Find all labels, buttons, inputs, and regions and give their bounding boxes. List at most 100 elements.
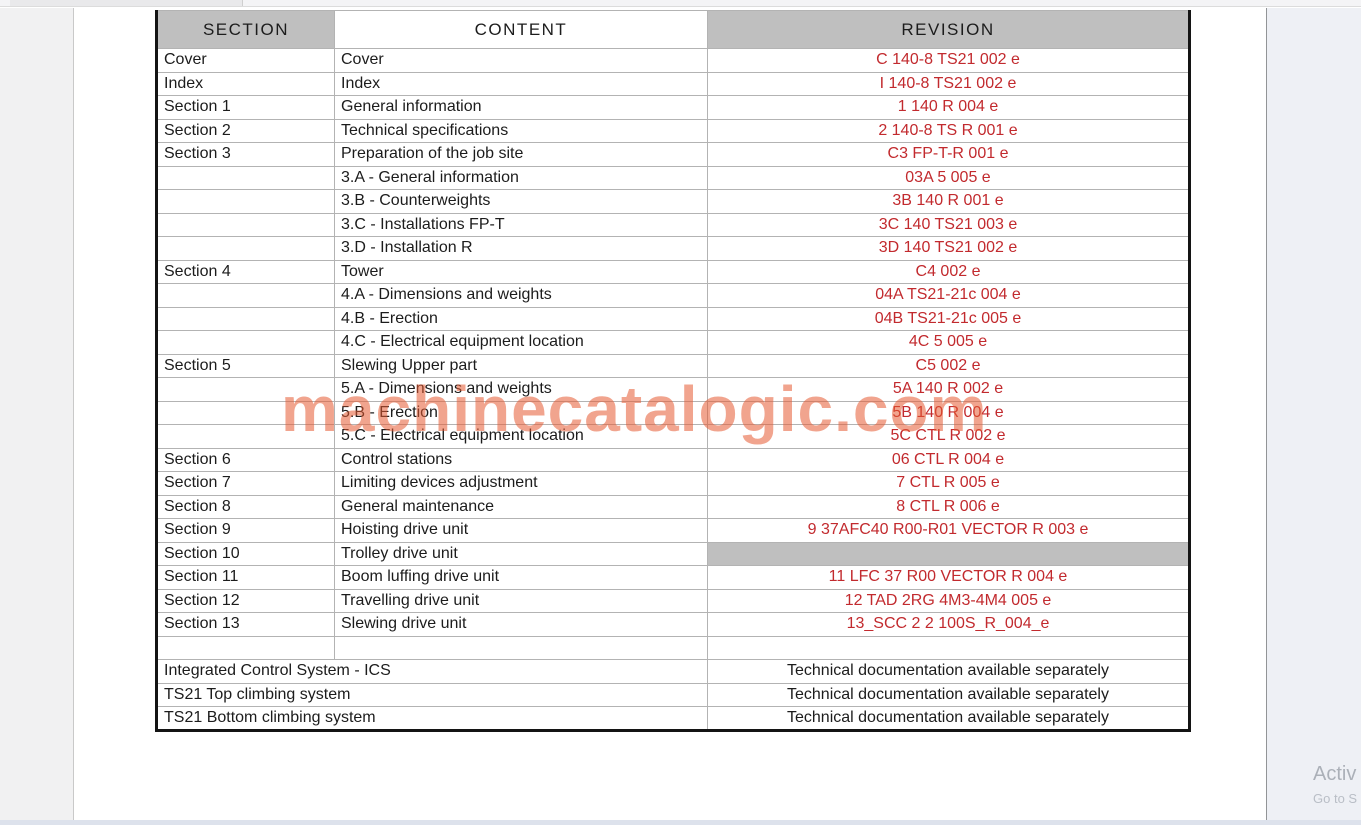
revision-cell: C4 002 e xyxy=(707,259,1190,284)
content-cell: 3.B - Counterweights xyxy=(334,189,708,214)
section-cell: Section 6 xyxy=(156,447,335,472)
revision-cell: Technical documentation available separa… xyxy=(707,706,1190,731)
revision-cell: 04B TS21-21c 005 e xyxy=(707,306,1190,331)
activation-line1: Activ xyxy=(1313,763,1357,785)
section-cell: Index xyxy=(156,71,335,96)
table-row: Section 4 Tower C4 002 e xyxy=(156,259,1190,284)
span-label-cell: Integrated Control System - ICS xyxy=(156,659,708,684)
span-label-cell: TS21 Top climbing system xyxy=(156,682,708,707)
table-row: Section 8 General maintenance 8 CTL R 006 … xyxy=(156,494,1190,519)
table-row xyxy=(156,635,1190,660)
revision-cell xyxy=(707,635,1190,660)
viewer-top-strip xyxy=(0,0,1361,7)
section-cell: Section 13 xyxy=(156,612,335,637)
table-row: Integrated Control System - ICS Technical… xyxy=(156,659,1190,684)
revision-cell: 7 CTL R 005 e xyxy=(707,471,1190,496)
section-cell xyxy=(156,306,335,331)
table-row: Section 13 Slewing drive unit 13_SCC 2 2 1… xyxy=(156,612,1190,637)
revision-cell: 5A 140 R 002 e xyxy=(707,377,1190,402)
table-row: 5.B - Erection 5B 140 R 004 e xyxy=(156,400,1190,425)
table-row: Section 12 Travelling drive unit 12 TAD 2R… xyxy=(156,588,1190,613)
index-table: SECTION CONTENT REVISION Cover Cover C 140… xyxy=(155,10,1191,732)
table-row: 4.A - Dimensions and weights 04A TS21-21c… xyxy=(156,283,1190,308)
section-cell xyxy=(156,236,335,261)
table-row: Section 10 Trolley drive unit xyxy=(156,541,1190,566)
section-cell xyxy=(156,212,335,237)
table-row: 3.B - Counterweights 3B 140 R 001 e xyxy=(156,189,1190,214)
section-cell xyxy=(156,400,335,425)
section-cell: Section 9 xyxy=(156,518,335,543)
table-row: Section 1 General information 1 140 R 004 … xyxy=(156,95,1190,120)
table-row: Section 7 Limiting devices adjustment 7 CT… xyxy=(156,471,1190,496)
section-cell: Section 4 xyxy=(156,259,335,284)
section-cell xyxy=(156,424,335,449)
content-cell: Cover xyxy=(334,48,708,73)
revision-cell: 1 140 R 004 e xyxy=(707,95,1190,120)
revision-cell: C3 FP-T-R 001 e xyxy=(707,142,1190,167)
section-cell xyxy=(156,330,335,355)
content-cell: Limiting devices adjustment xyxy=(334,471,708,496)
table-row: 3.A - General information 03A 5 005 e xyxy=(156,165,1190,190)
revision-cell: 11 LFC 37 R00 VECTOR R 004 e xyxy=(707,565,1190,590)
revision-cell: 3B 140 R 001 e xyxy=(707,189,1190,214)
revision-cell: 2 140-8 TS R 001 e xyxy=(707,118,1190,143)
section-cell: Cover xyxy=(156,48,335,73)
header-section: SECTION xyxy=(156,10,335,49)
section-cell xyxy=(156,635,335,660)
viewer-left-margin xyxy=(0,8,74,820)
section-cell: Section 7 xyxy=(156,471,335,496)
section-cell: Section 5 xyxy=(156,353,335,378)
viewer-bottom-strip xyxy=(0,820,1361,825)
document-page: SECTION CONTENT REVISION Cover Cover C 140… xyxy=(155,10,1191,732)
content-cell: 5.A - Dimensions and weights xyxy=(334,377,708,402)
viewer-top-strip-segment xyxy=(10,0,243,6)
table-header-row: SECTION CONTENT REVISION xyxy=(156,10,1190,49)
table-row: Section 5 Slewing Upper part C5 002 e xyxy=(156,353,1190,378)
content-cell: 4.C - Electrical equipment location xyxy=(334,330,708,355)
revision-cell: 3C 140 TS21 003 e xyxy=(707,212,1190,237)
revision-cell: Technical documentation available separa… xyxy=(707,659,1190,684)
revision-cell: 12 TAD 2RG 4M3-4M4 005 e xyxy=(707,588,1190,613)
content-cell xyxy=(334,635,708,660)
revision-cell: 9 37AFC40 R00-R01 VECTOR R 003 e xyxy=(707,518,1190,543)
section-cell xyxy=(156,283,335,308)
content-cell: Boom luffing drive unit xyxy=(334,565,708,590)
table-row: 5.C - Electrical equipment location 5C CT… xyxy=(156,424,1190,449)
content-cell: 3.D - Installation R xyxy=(334,236,708,261)
revision-cell: 4C 5 005 e xyxy=(707,330,1190,355)
windows-activation-watermark: Activ Go to S xyxy=(1313,763,1357,806)
content-cell: Technical specifications xyxy=(334,118,708,143)
content-cell: Travelling drive unit xyxy=(334,588,708,613)
table-body: Cover Cover C 140-8 TS21 002 e Index Index I … xyxy=(156,48,1190,731)
table-row: 3.C - Installations FP-T 3C 140 TS21 003 … xyxy=(156,212,1190,237)
section-cell: Section 12 xyxy=(156,588,335,613)
table-row: TS21 Top climbing system Technical docume… xyxy=(156,682,1190,707)
table-row: Section 3 Preparation of the job site C3 F… xyxy=(156,142,1190,167)
section-cell: Section 1 xyxy=(156,95,335,120)
section-cell: Section 3 xyxy=(156,142,335,167)
span-label-cell: TS21 Bottom climbing system xyxy=(156,706,708,731)
revision-cell: C 140-8 TS21 002 e xyxy=(707,48,1190,73)
content-cell: Control stations xyxy=(334,447,708,472)
table-row: Cover Cover C 140-8 TS21 002 e xyxy=(156,48,1190,73)
table-row: 4.C - Electrical equipment location 4C 5 … xyxy=(156,330,1190,355)
content-cell: Slewing drive unit xyxy=(334,612,708,637)
content-cell: 3.C - Installations FP-T xyxy=(334,212,708,237)
content-cell: Tower xyxy=(334,259,708,284)
revision-cell: 13_SCC 2 2 100S_R_004_e xyxy=(707,612,1190,637)
revision-cell: 5C CTL R 002 e xyxy=(707,424,1190,449)
section-cell xyxy=(156,189,335,214)
content-cell: Index xyxy=(334,71,708,96)
section-cell xyxy=(156,165,335,190)
table-row: Index Index I 140-8 TS21 002 e xyxy=(156,71,1190,96)
content-cell: General information xyxy=(334,95,708,120)
revision-cell: 04A TS21-21c 004 e xyxy=(707,283,1190,308)
content-cell: 3.A - General information xyxy=(334,165,708,190)
table-row: Section 2 Technical specifications 2 140-8… xyxy=(156,118,1190,143)
section-cell: Section 11 xyxy=(156,565,335,590)
header-content: CONTENT xyxy=(334,10,708,49)
table-row: 3.D - Installation R 3D 140 TS21 002 e xyxy=(156,236,1190,261)
section-cell: Section 8 xyxy=(156,494,335,519)
table-row: Section 9 Hoisting drive unit 9 37AFC40 R0… xyxy=(156,518,1190,543)
content-cell: 5.C - Electrical equipment location xyxy=(334,424,708,449)
